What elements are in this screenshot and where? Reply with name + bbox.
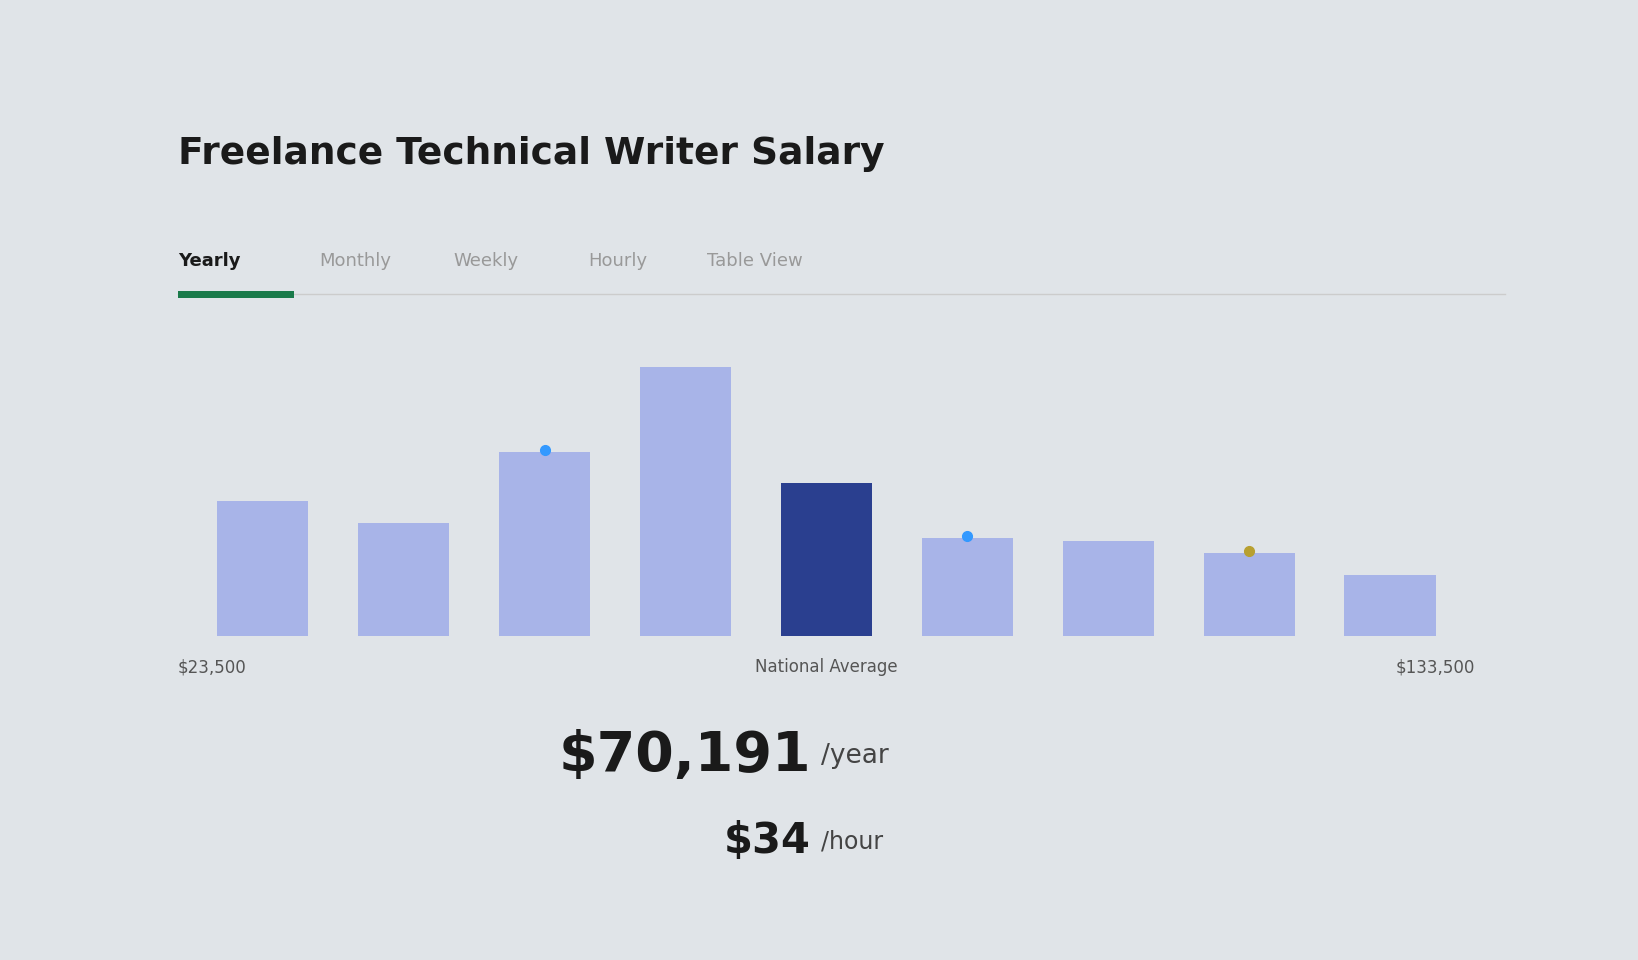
Text: Monthly: Monthly	[319, 252, 391, 270]
Bar	[922, 538, 1014, 636]
Bar	[498, 452, 590, 636]
Text: $133,500: $133,500	[1396, 659, 1474, 676]
Bar	[216, 501, 308, 636]
Text: $70,191: $70,191	[559, 730, 811, 783]
Text: Weekly: Weekly	[454, 252, 519, 270]
Text: National Average: National Average	[755, 659, 898, 676]
Text: Freelance Technical Writer Salary: Freelance Technical Writer Salary	[179, 136, 885, 172]
Bar	[781, 483, 873, 636]
Bar	[640, 367, 731, 636]
Text: $34: $34	[724, 820, 811, 862]
Bar	[1204, 553, 1296, 636]
Bar	[1345, 575, 1437, 636]
Bar	[357, 522, 449, 636]
Text: /hour: /hour	[821, 829, 883, 853]
Text: Table View: Table View	[708, 252, 803, 270]
Text: $23,500: $23,500	[179, 659, 247, 676]
Text: Hourly: Hourly	[588, 252, 647, 270]
Text: Yearly: Yearly	[179, 252, 241, 270]
Text: /year: /year	[821, 743, 888, 769]
Bar	[1063, 541, 1155, 636]
